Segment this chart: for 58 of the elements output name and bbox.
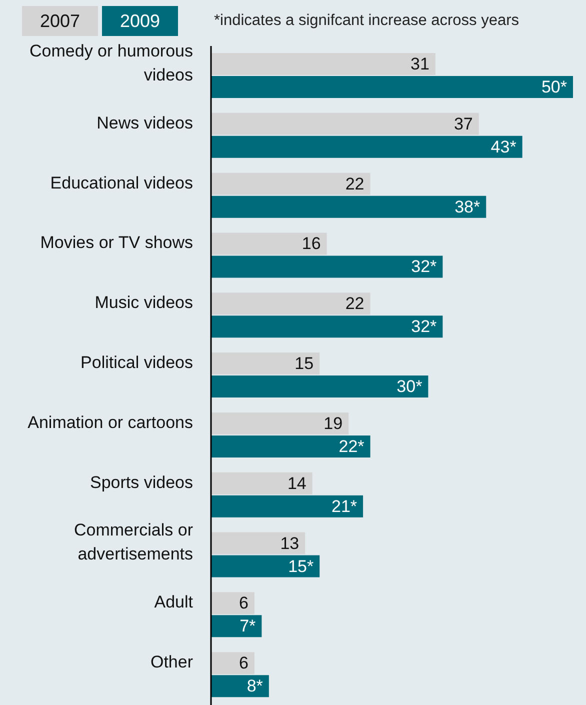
data-label: 37 <box>454 114 473 134</box>
text: 2009 <box>102 6 178 36</box>
y-tick-label: Sports videos <box>90 472 193 492</box>
bar <box>211 472 312 494</box>
data-label: 15 <box>294 354 314 374</box>
data-label: 8* <box>246 676 264 696</box>
bar <box>211 435 370 458</box>
data-label: 6 <box>238 594 248 613</box>
data-label: 38* <box>454 197 480 216</box>
y-tick-label: Animation or cartoons <box>28 412 193 432</box>
y-tick-label: Political videos <box>80 352 193 372</box>
y-tick-label: Other <box>150 652 194 672</box>
bar <box>211 495 364 518</box>
bar <box>211 532 306 554</box>
data-label: 32* <box>411 257 438 276</box>
bar <box>211 316 443 338</box>
bar <box>211 592 254 614</box>
bar <box>211 172 370 195</box>
bar <box>211 652 254 674</box>
bar <box>211 53 436 75</box>
bar <box>211 675 269 698</box>
y-tick-label: Comedy or humorous videos <box>30 41 193 84</box>
y-tick-label: Educational videos <box>50 173 193 192</box>
y-tick-label: Adult <box>154 592 194 612</box>
y-tick-label: Commercials or advertisements <box>74 520 194 564</box>
data-label: 13 <box>280 534 300 553</box>
data-label: 22 <box>345 174 364 194</box>
bar <box>211 292 370 315</box>
bar <box>211 412 349 434</box>
bar <box>211 112 479 135</box>
text: *indicates a signifcant increase across years <box>214 12 519 30</box>
data-label: 22* <box>338 436 365 456</box>
data-label: 14 <box>287 474 306 493</box>
data-label: 16 <box>302 234 321 254</box>
data-label: 30* <box>396 377 423 396</box>
bar <box>211 376 428 398</box>
data-label: 43* <box>490 137 517 156</box>
text: 2007 <box>22 6 98 36</box>
bar <box>211 232 327 255</box>
bar <box>211 196 486 218</box>
data-label: 31 <box>410 54 430 74</box>
data-label: 7* <box>240 616 256 636</box>
data-label: 15* <box>288 556 314 576</box>
bar <box>211 615 262 638</box>
y-tick-label: Music videos <box>94 293 193 312</box>
bar <box>211 555 320 578</box>
y-tick-label: News videos <box>96 113 193 132</box>
data-label: 50* <box>541 77 568 96</box>
bar <box>211 352 320 375</box>
data-label: 19 <box>324 414 343 433</box>
data-label: 32* <box>411 317 438 336</box>
data-label: 6 <box>238 654 248 673</box>
bar <box>211 76 573 98</box>
data-label: 21* <box>332 496 358 516</box>
y-tick-label: Movies or TV shows <box>40 233 193 252</box>
bar <box>211 136 522 158</box>
data-label: 22 <box>345 294 364 314</box>
bar <box>211 256 443 278</box>
